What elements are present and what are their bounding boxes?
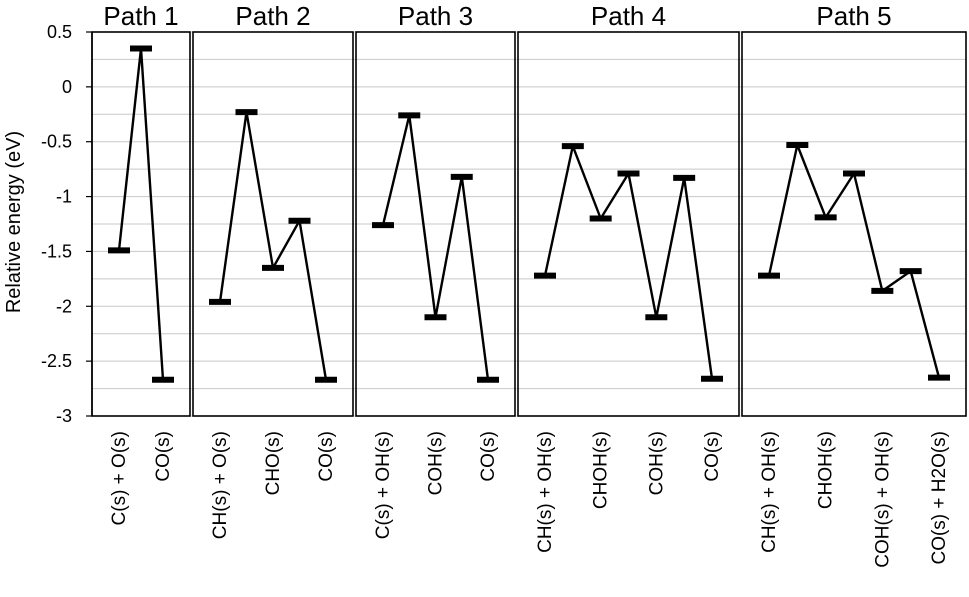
y-axis-label: Relative energy (eV): [3, 131, 25, 313]
category-label: COH(s) + OH(s): [872, 431, 893, 568]
y-tick-label: -3: [56, 406, 72, 426]
category-label: CO(s): [702, 431, 723, 482]
panel-frame: [517, 31, 740, 417]
panel-frame: [355, 31, 516, 417]
y-axis: 0.5 0 -0.5 -1 -1.5 -2 -2.5 -3: [41, 22, 93, 426]
y-tick-label: 0.5: [47, 22, 72, 42]
category-label: COH(s): [646, 431, 667, 495]
y-tick-label: -2: [56, 296, 72, 316]
panel-title: Path 5: [816, 1, 891, 31]
y-tick-label: -2.5: [41, 351, 72, 371]
category-label: CO(s) + H2O(s): [929, 431, 950, 565]
category-label: CH(s) + O(s): [210, 431, 231, 539]
category-label: CO(s): [316, 431, 337, 482]
panel-frames: [91, 31, 967, 417]
y-tick-label: 0: [62, 77, 72, 97]
panel-title: Path 1: [103, 1, 178, 31]
y-tick-label: -1.5: [41, 241, 72, 261]
energy-paths: [108, 45, 950, 383]
category-label: C(s) + O(s): [109, 431, 130, 525]
category-labels: C(s) + O(s) CO(s) CH(s) + O(s) CHO(s) CO(s) C…: [109, 431, 950, 568]
energy-path-line: [117, 47, 165, 380]
y-tick-label: -1: [56, 187, 72, 207]
energy-path-line: [218, 110, 328, 380]
category-label: C(s) + OH(s): [373, 431, 394, 539]
y-tick-label: -0.5: [41, 132, 72, 152]
panel-frame: [741, 31, 967, 417]
panel-frame: [192, 31, 354, 417]
category-label: COH(s): [426, 431, 447, 495]
category-label: CH(s) + OH(s): [759, 431, 780, 553]
category-label: CHOH(s): [816, 431, 837, 509]
panel-title: Path 4: [591, 1, 666, 31]
panel-title: Path 3: [398, 1, 473, 31]
category-label: CHO(s): [263, 431, 284, 495]
category-label: CHOH(s): [591, 431, 612, 509]
category-label: CO(s): [153, 431, 174, 482]
energy-path-line: [381, 114, 490, 380]
energy-path-line: [767, 143, 941, 378]
category-label: CH(s) + OH(s): [535, 431, 556, 553]
panel-titles: Path 1 Path 2 Path 3 Path 4 Path 5: [103, 1, 891, 31]
panel-title: Path 2: [235, 1, 310, 31]
category-label: CO(s): [478, 431, 499, 482]
energy-path-line: [543, 144, 714, 379]
gridlines: [92, 31, 966, 417]
